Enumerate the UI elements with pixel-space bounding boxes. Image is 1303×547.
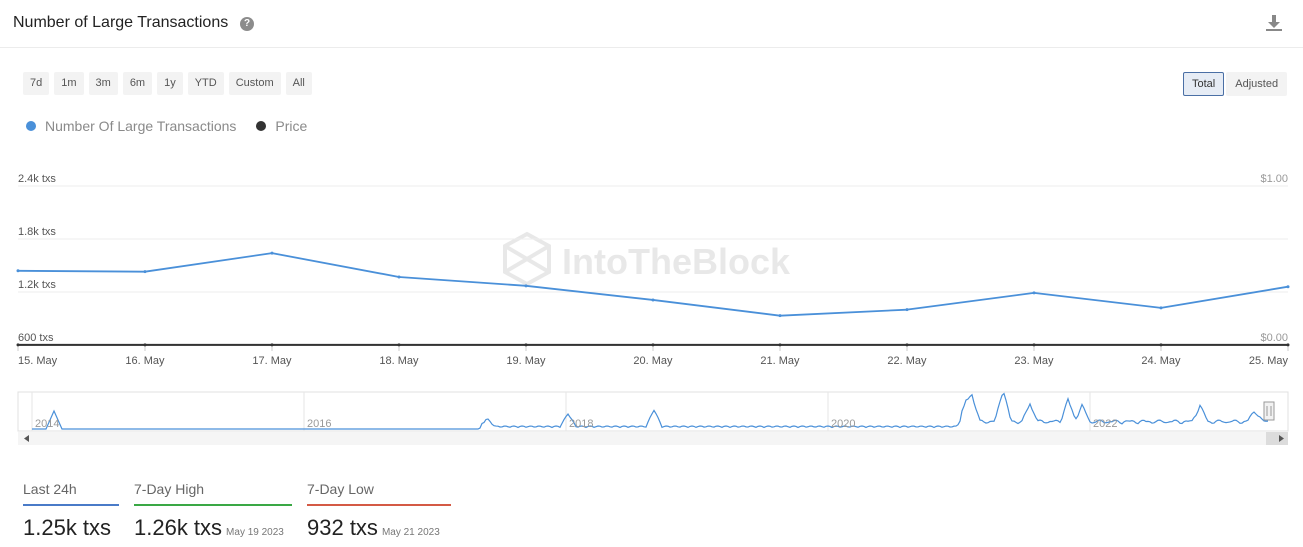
range-button-custom[interactable]: Custom bbox=[228, 72, 281, 95]
data-point bbox=[143, 270, 147, 274]
data-point bbox=[1032, 343, 1036, 347]
y-left-tick-label: 600 txs bbox=[18, 332, 54, 344]
data-point bbox=[778, 343, 782, 347]
y-right-tick-label: $0.00 bbox=[1260, 332, 1288, 344]
stat-label: 7-Day High bbox=[134, 481, 292, 506]
data-point bbox=[1159, 306, 1163, 310]
navigator-handle[interactable] bbox=[1263, 401, 1275, 421]
stat-label: Last 24h bbox=[23, 481, 119, 506]
mode-button-adjusted[interactable]: Adjusted bbox=[1226, 72, 1288, 96]
data-point bbox=[397, 343, 401, 347]
legend-label: Number Of Large Transactions bbox=[45, 118, 237, 134]
mode-toggle: Total Adjusted bbox=[1183, 72, 1288, 96]
data-point bbox=[143, 343, 147, 347]
chart-header: Number of Large Transactions ? bbox=[0, 0, 1303, 48]
x-tick-label: 16. May bbox=[125, 355, 165, 367]
navigator-year-label: 2014 bbox=[35, 418, 59, 430]
data-point bbox=[651, 343, 655, 347]
stat-7day-low: 7-Day Low 932 txs May 21 2023 bbox=[307, 481, 451, 541]
legend-label: Price bbox=[275, 118, 308, 134]
navigator[interactable]: 2014 2016 2018 2020 2022 bbox=[17, 391, 1289, 445]
data-point bbox=[270, 343, 274, 347]
data-point bbox=[1286, 343, 1290, 347]
stat-value: 932 txs bbox=[307, 515, 378, 540]
range-button-3m[interactable]: 3m bbox=[88, 72, 118, 95]
data-point bbox=[16, 269, 20, 273]
y-left-tick-label: 1.2k txs bbox=[18, 279, 56, 291]
range-button-6m[interactable]: 6m bbox=[122, 72, 153, 95]
stat-date: May 21 2023 bbox=[381, 527, 440, 538]
range-button-1m[interactable]: 1m bbox=[54, 72, 84, 95]
navigator-year-label: 2022 bbox=[1093, 418, 1117, 430]
stat-date: May 19 2023 bbox=[226, 527, 284, 538]
stat-last-24h: Last 24h 1.25k txs bbox=[23, 481, 119, 541]
x-axis: 15. May 16. May 17. May 18. May 19. May 20. M… bbox=[17, 345, 1289, 367]
range-button-ytd[interactable]: YTD bbox=[187, 72, 224, 95]
x-tick-label: 22. May bbox=[887, 355, 927, 367]
data-point bbox=[905, 308, 909, 312]
data-point bbox=[1286, 285, 1290, 289]
y-axis-left: 2.4k txs 1.8k txs 1.2k txs 600 txs bbox=[18, 173, 56, 344]
navigator-series-line bbox=[32, 392, 1269, 430]
question-circle-icon[interactable]: ? bbox=[240, 17, 254, 31]
data-point bbox=[16, 343, 20, 347]
watermark-text: IntoTheBlock bbox=[562, 241, 791, 282]
range-selector: 7d 1m 3m 6m 1y YTD Custom All bbox=[23, 72, 312, 95]
y-right-tick-label: $1.00 bbox=[1260, 173, 1288, 185]
x-tick-label: 25. May bbox=[1249, 355, 1289, 367]
data-point bbox=[1159, 343, 1163, 347]
chart-legend: Number Of Large Transactions Price bbox=[26, 118, 307, 134]
series-group bbox=[16, 251, 1290, 347]
navigator-scrollbar[interactable] bbox=[18, 432, 1288, 445]
y-left-tick-label: 1.8k txs bbox=[18, 226, 56, 238]
x-tick-label: 20. May bbox=[633, 355, 673, 367]
legend-dot-icon bbox=[256, 121, 267, 131]
navigator-years: 2014 2016 2018 2020 2022 bbox=[35, 418, 1117, 430]
legend-item-price[interactable]: Price bbox=[256, 118, 307, 134]
range-button-1y[interactable]: 1y bbox=[157, 72, 183, 95]
navigator-year-label: 2018 bbox=[569, 418, 593, 430]
data-point bbox=[651, 298, 655, 302]
data-point bbox=[905, 343, 909, 347]
stat-7day-high: 7-Day High 1.26k txs May 19 2023 bbox=[134, 481, 292, 541]
main-chart[interactable]: IntoTheBlock 2.4k txs 1.8k txs 1.2k txs 600… bbox=[0, 160, 1303, 540]
download-icon[interactable] bbox=[1265, 14, 1283, 32]
scroll-left-icon[interactable] bbox=[24, 435, 29, 442]
x-tick-label: 21. May bbox=[760, 355, 800, 367]
range-button-all[interactable]: All bbox=[285, 72, 312, 95]
range-button-7d[interactable]: 7d bbox=[23, 72, 50, 95]
stats-panel: Last 24h 1.25k txs 7-Day High 1.26k txs … bbox=[23, 481, 451, 541]
data-point bbox=[397, 275, 401, 279]
data-point bbox=[1032, 291, 1036, 295]
x-tick-label: 19. May bbox=[506, 355, 546, 367]
mode-button-total[interactable]: Total bbox=[1183, 72, 1225, 96]
x-tick-label: 15. May bbox=[18, 355, 58, 367]
x-tick-label: 18. May bbox=[379, 355, 419, 367]
navigator-year-label: 2020 bbox=[831, 418, 855, 430]
x-tick-label: 17. May bbox=[252, 355, 292, 367]
data-point bbox=[270, 251, 274, 255]
y-axis-right: $1.00 $0.00 bbox=[1260, 173, 1288, 344]
x-tick-label: 24. May bbox=[1141, 355, 1181, 367]
watermark-logo-icon bbox=[503, 231, 551, 287]
data-point bbox=[524, 284, 528, 288]
legend-dot-icon bbox=[26, 121, 36, 131]
x-tick-label: 23. May bbox=[1014, 355, 1054, 367]
y-left-tick-label: 2.4k txs bbox=[18, 173, 56, 185]
navigator-scrollbar-thumb[interactable] bbox=[1266, 432, 1288, 445]
chart-title: Number of Large Transactions bbox=[13, 14, 229, 31]
navigator-dividers bbox=[31, 392, 1091, 431]
navigator-year-label: 2016 bbox=[307, 418, 331, 430]
legend-item-large-transactions[interactable]: Number Of Large Transactions bbox=[26, 118, 236, 134]
data-point bbox=[778, 314, 782, 318]
stat-value: 1.25k txs bbox=[23, 515, 112, 540]
scroll-right-icon[interactable] bbox=[1279, 435, 1284, 442]
stat-label: 7-Day Low bbox=[307, 481, 451, 506]
data-point bbox=[524, 343, 528, 347]
stat-value: 1.26k txs bbox=[134, 515, 223, 540]
watermark: IntoTheBlock bbox=[503, 231, 791, 287]
